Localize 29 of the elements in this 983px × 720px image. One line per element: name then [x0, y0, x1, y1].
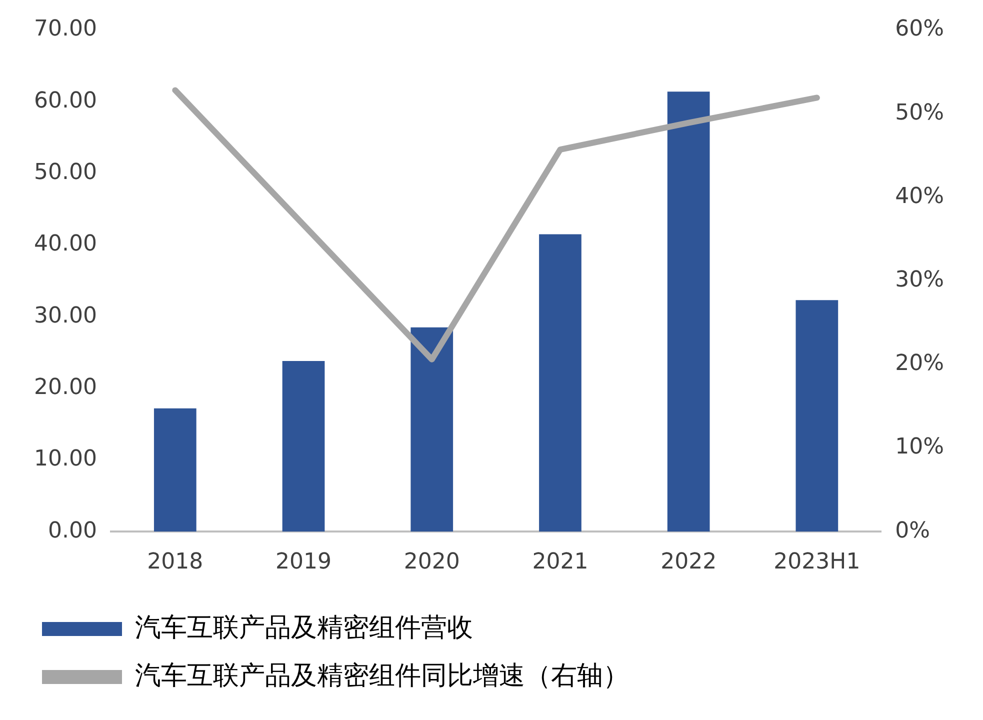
legend-label: 汽车互联产品及精密组件营收 [135, 612, 473, 643]
x-tick-label: 2022 [660, 550, 717, 575]
y-tick-label: 20.00 [34, 375, 97, 400]
x-tick-label: 2018 [147, 550, 204, 575]
y2-tick-label: 0% [895, 518, 930, 544]
y-tick-label: 0.00 [48, 518, 97, 544]
bar [154, 408, 196, 532]
y2-tick-label: 40% [895, 184, 944, 209]
y-tick-label: 40.00 [34, 232, 97, 257]
y-tick-label: 50.00 [34, 160, 97, 186]
y2-tick-label: 10% [895, 434, 944, 460]
y2-tick-label: 30% [895, 268, 944, 293]
y2-tick-label: 50% [895, 100, 944, 126]
bar [667, 92, 710, 532]
legend-label: 汽车互联产品及精密组件同比增速（右轴） [135, 660, 629, 691]
x-tick-label: 2020 [404, 550, 460, 575]
bar [410, 327, 454, 532]
y-tick-label: 60.00 [34, 88, 97, 114]
y2-tick-label: 60% [895, 16, 944, 42]
y-tick-label: 10.00 [34, 446, 97, 472]
bar [282, 361, 325, 532]
x-tick-label: 2019 [276, 550, 332, 575]
y-tick-label: 30.00 [34, 303, 97, 328]
bar [796, 300, 838, 532]
bar [539, 234, 582, 532]
y2-tick-label: 20% [895, 351, 944, 376]
y-tick-label: 70.00 [34, 16, 97, 42]
x-tick-label: 2023H1 [774, 550, 860, 575]
x-tick-label: 2021 [532, 550, 588, 575]
